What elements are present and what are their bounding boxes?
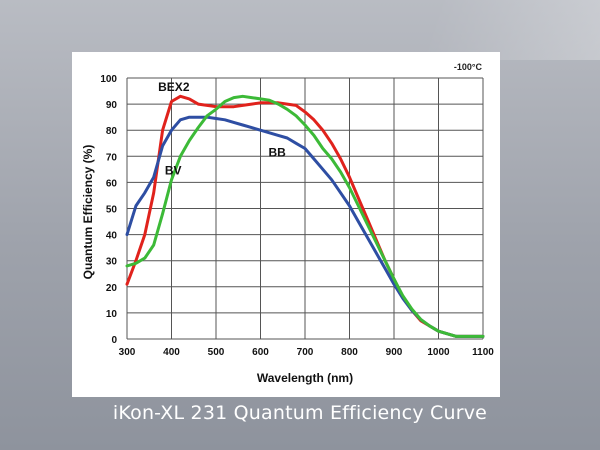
series-label-bb: BB (269, 145, 287, 159)
x-tick-label: 800 (341, 347, 358, 358)
y-tick-label: 90 (106, 100, 118, 111)
y-tick-label: 60 (106, 178, 118, 189)
x-tick-label: 1000 (427, 347, 450, 358)
series-label-layer: BEX2 BV BB (158, 80, 286, 178)
x-tick-label: 600 (252, 347, 269, 358)
x-tick-label: 1100 (472, 347, 494, 358)
x-axis-label: Wavelength (nm) (257, 371, 353, 385)
y-tick-label: 70 (106, 152, 118, 163)
temperature-annotation: -100°C (454, 62, 483, 72)
x-tick-label: 900 (386, 347, 403, 358)
y-tick-label: 100 (100, 74, 117, 85)
x-tick-label: 400 (163, 347, 180, 358)
series-line-bv (125, 94, 485, 338)
slide-caption: iKon-XL 231 Quantum Efficiency Curve (112, 402, 488, 424)
y-tick-label: 20 (106, 283, 118, 294)
series-label-bex2: BEX2 (158, 80, 190, 94)
series-label-bv: BV (165, 164, 182, 178)
x-tick-label: 300 (119, 347, 136, 358)
y-tick-label: 10 (106, 309, 118, 320)
tick-layer: 300 400 500 600 700 800 900 1000 1100 0 10 20 30 40 50… (100, 74, 494, 358)
x-tick-label: 500 (208, 347, 225, 358)
x-tick-label: 700 (297, 347, 314, 358)
series-layer (125, 94, 485, 338)
y-axis-label: Quantum Efficiency (%) (81, 145, 95, 280)
chart-panel: 300 400 500 600 700 800 900 1000 1100 0 10 20 30 40 50… (72, 52, 500, 397)
y-tick-label: 80 (106, 126, 118, 137)
y-tick-label: 30 (106, 257, 118, 268)
y-tick-label: 40 (106, 231, 118, 242)
grid-layer (126, 77, 484, 340)
quantum-efficiency-chart: 300 400 500 600 700 800 900 1000 1100 0 10 20 30 40 50… (81, 62, 494, 385)
y-tick-label: 0 (111, 335, 117, 346)
slide-background-highlight (420, 0, 600, 60)
y-tick-label: 50 (106, 205, 118, 216)
